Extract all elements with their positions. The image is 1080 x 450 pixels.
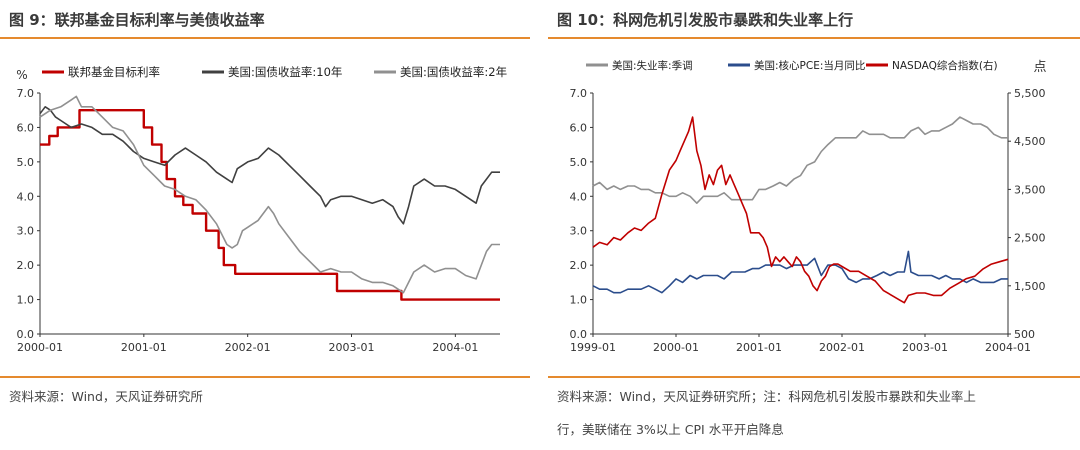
y-tick-label: 4.0 [17, 190, 35, 203]
figure-9-title: 图 9：联邦基金目标利率与美债收益率 [9, 11, 265, 29]
y-tick-label: 2.0 [17, 259, 35, 272]
figure-10-panel: 图 10：科网危机引发股市暴跌和失业率上行 0.0 1.0 2.0 3.0 4.0 5.0… [548, 0, 1080, 450]
y2-tick-label: 500 [1014, 328, 1035, 341]
legend-label: 美国:失业率:季调 [612, 59, 693, 72]
figure-9-chart: 0.0 1.0 2.0 3.0 4.0 5.0 6.0 7.0% 2000-01 2001-01 2… [16, 65, 507, 354]
series-line-2 [39, 95, 500, 294]
y-tick-label: 0.0 [570, 328, 588, 341]
figure-10-source-line1: 资料来源：Wind，天风证券研究所；注：科网危机引发股市暴跌和失业率上 [557, 389, 976, 404]
y-tick-label: 6.0 [17, 121, 35, 134]
y-tick-label: 5.0 [570, 156, 588, 169]
x-tick-label: 2001-01 [736, 341, 782, 354]
y-tick-label: 7.0 [17, 87, 35, 100]
x-tick-label: 2004-01 [985, 341, 1031, 354]
series-line-0 [592, 116, 1008, 204]
x-tick-label: 2003-01 [329, 341, 375, 354]
figure-10-title: 图 10：科网危机引发股市暴跌和失业率上行 [557, 11, 854, 29]
x-tick-label: 2000-01 [653, 341, 699, 354]
y-tick-label: 0.0 [17, 328, 35, 341]
figure-10-source-line2: 行，美联储在 3%以上 CPI 水平开启降息 [557, 422, 784, 437]
title-divider [548, 37, 1080, 39]
figure-9-panel: 图 9：联邦基金目标利率与美债收益率 0.0 1.0 2.0 3.0 4.0 5.0 6.0… [0, 0, 530, 450]
legend-label: 美国:核心PCE:当月同比 [754, 59, 865, 72]
y2-tick-label: 5,500 [1014, 87, 1046, 100]
y-tick-label: 5.0 [17, 156, 35, 169]
x-tick-label: 2001-01 [121, 341, 167, 354]
y-tick-label: 6.0 [570, 121, 588, 134]
x-tick-label: 2004-01 [432, 341, 478, 354]
legend-label: 联邦基金目标利率 [68, 65, 160, 79]
x-tick-label: 2002-01 [819, 341, 865, 354]
y2-tick-label: 3,500 [1014, 183, 1046, 196]
source-divider [548, 376, 1080, 378]
y-axis-unit-label: % [16, 68, 27, 82]
figure-9-source: 资料来源：Wind，天风证券研究所 [9, 389, 203, 404]
series-line-2 [592, 116, 1009, 304]
legend-label: NASDAQ综合指数(右) [892, 59, 998, 72]
y-tick-label: 1.0 [570, 294, 588, 307]
series-line-1 [592, 250, 1008, 294]
y-tick-label: 1.0 [17, 294, 35, 307]
title-divider [0, 37, 530, 39]
y2-axis-unit-label: 点 [1033, 60, 1046, 75]
y-tick-label: 7.0 [570, 87, 588, 100]
x-tick-label: 2002-01 [225, 341, 271, 354]
y2-tick-label: 1,500 [1014, 280, 1046, 293]
legend-label: 美国:国债收益率:2年 [400, 65, 507, 79]
y2-tick-label: 2,500 [1014, 232, 1046, 245]
x-tick-label: 2003-01 [902, 341, 948, 354]
source-divider [0, 376, 530, 378]
y-tick-label: 2.0 [570, 259, 588, 272]
y2-tick-label: 4,500 [1014, 135, 1046, 148]
x-tick-label: 1999-01 [570, 341, 616, 354]
y-tick-label: 3.0 [17, 225, 35, 238]
figure-10-chart: 0.0 1.0 2.0 3.0 4.0 5.0 6.0 7.0 500 1,500 2,500 3,5… [570, 59, 1047, 354]
y-tick-label: 4.0 [570, 190, 588, 203]
series-line-1 [39, 106, 500, 225]
series-line-0 [40, 109, 500, 301]
y-tick-label: 3.0 [570, 225, 588, 238]
legend-label: 美国:国债收益率:10年 [228, 65, 342, 79]
x-tick-label: 2000-01 [17, 341, 63, 354]
